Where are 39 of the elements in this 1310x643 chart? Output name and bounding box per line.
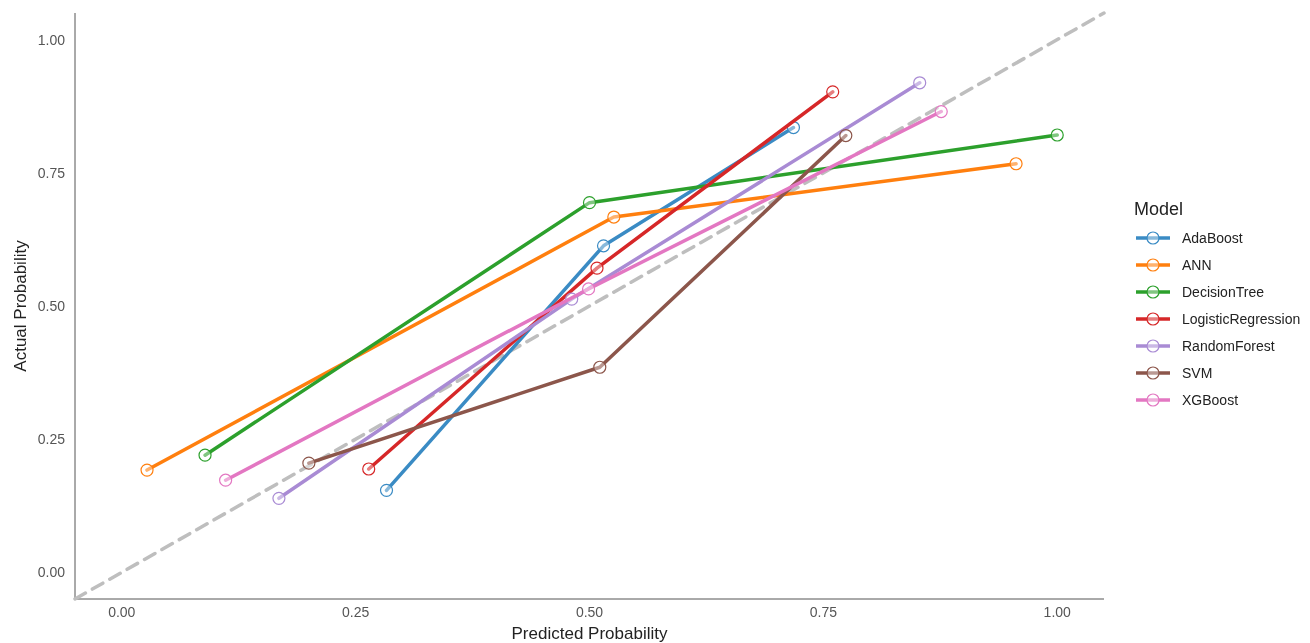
point [379, 483, 394, 497]
point [140, 463, 154, 477]
point [302, 456, 316, 470]
point [934, 104, 948, 119]
point [219, 473, 233, 487]
point [198, 448, 212, 462]
x-tick-label: 0.00 [108, 604, 136, 620]
legend-label: LogisticRegression [1182, 311, 1301, 327]
y-tick-label: 0.00 [37, 564, 66, 581]
legend-title: Model [1134, 199, 1184, 219]
point [913, 76, 927, 90]
point [590, 261, 604, 275]
point [826, 85, 840, 99]
point [596, 239, 611, 253]
y-tick-label: 0.75 [37, 164, 66, 181]
x-axis-title: Predicted Probability [511, 624, 668, 643]
legend-label: AdaBoost [1182, 230, 1243, 246]
y-tick-label: 0.50 [37, 298, 66, 314]
legend-label: SVM [1182, 365, 1213, 381]
point [839, 128, 853, 143]
y-tick-label: 0.25 [37, 431, 66, 448]
point [582, 196, 597, 210]
legend-label: ANN [1182, 257, 1212, 273]
point [1009, 157, 1023, 171]
point [581, 282, 596, 296]
point [607, 210, 621, 224]
x-tick-label: 0.25 [342, 604, 370, 620]
point [593, 360, 607, 374]
x-tick-label: 0.50 [575, 604, 604, 620]
legend-label: RandomForest [1182, 338, 1275, 354]
legend-label: DecisionTree [1182, 284, 1265, 300]
point [362, 462, 376, 476]
x-tick-label: 1.00 [1043, 604, 1072, 620]
point [1050, 128, 1064, 142]
point [272, 491, 286, 505]
legend-label: XGBoost [1182, 392, 1239, 408]
y-tick-label: 1.00 [37, 31, 66, 48]
y-axis-title: Actual Probability [11, 239, 30, 372]
x-tick-label: 0.75 [809, 604, 838, 620]
